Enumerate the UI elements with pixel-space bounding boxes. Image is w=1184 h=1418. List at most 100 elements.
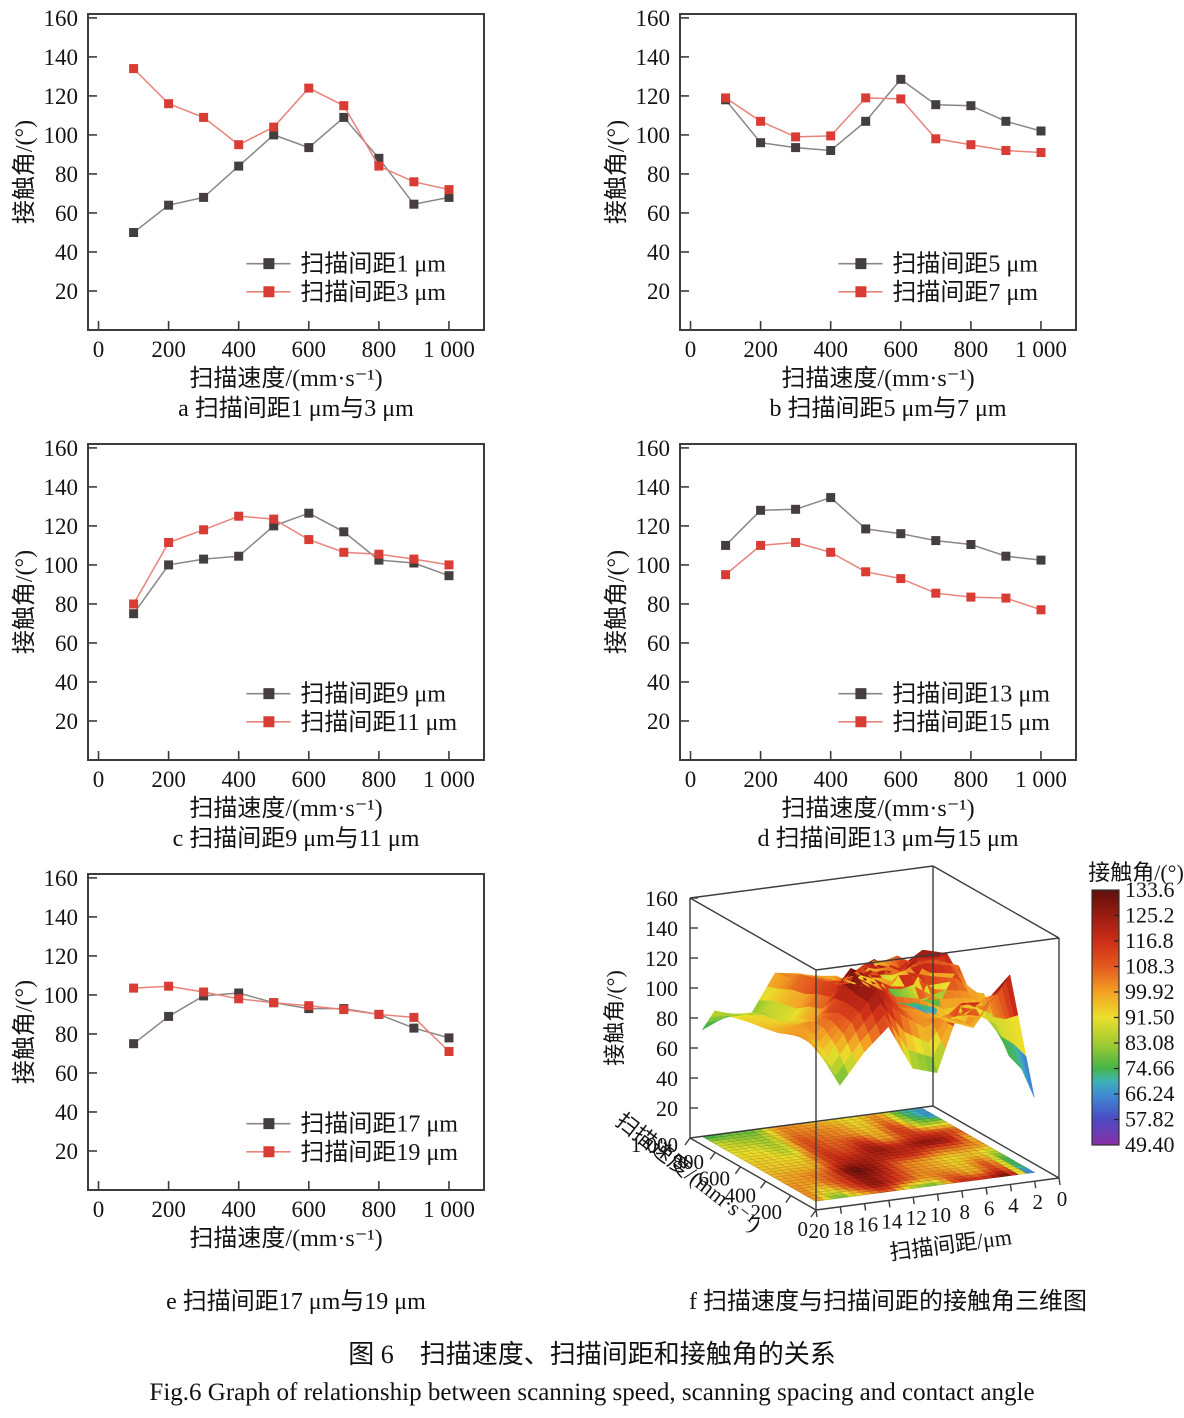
svg-text:200: 200 (743, 337, 778, 362)
caption-b: b 扫描间距5 μm与7 μm (769, 396, 1007, 422)
svg-text:120: 120 (44, 944, 79, 969)
panel-a: 0 200 400 600 800 1 000 20 40 60 80 100 120 140 160 扫描… (0, 0, 592, 430)
svg-text:125.2: 125.2 (1125, 903, 1175, 928)
svg-text:60: 60 (647, 201, 670, 226)
svg-text:扫描速度/(mm·s⁻¹): 扫描速度/(mm·s⁻¹) (781, 365, 974, 392)
svg-text:600: 600 (699, 1167, 731, 1191)
svg-text:140: 140 (636, 45, 671, 70)
svg-text:40: 40 (647, 670, 670, 695)
svg-text:800: 800 (362, 1197, 397, 1222)
chart-d: 0 200 400 600 800 1 000 20 40 60 80 100 120 140 160 扫描… (603, 436, 1077, 822)
svg-text:扫描间距9 μm: 扫描间距9 μm (300, 681, 446, 708)
svg-text:20: 20 (656, 1096, 678, 1121)
svg-text:扫描间距19 μm: 扫描间距19 μm (300, 1139, 458, 1166)
svg-text:99.92: 99.92 (1125, 979, 1175, 1004)
svg-text:120: 120 (636, 84, 671, 109)
svg-text:800: 800 (362, 337, 397, 362)
panel-f: 20 40 60 80 100 120 140 160 接触角/(°) 0 200 400 600 800… (592, 860, 1184, 1323)
svg-text:接触角/(°): 接触角/(°) (1088, 860, 1184, 885)
svg-text:14: 14 (881, 1209, 903, 1233)
svg-text:80: 80 (647, 162, 670, 187)
svg-text:0: 0 (798, 1217, 809, 1241)
svg-text:6: 6 (984, 1197, 995, 1221)
svg-text:160: 160 (636, 436, 671, 461)
panel-b: 0 200 400 600 800 1 000 20 40 60 80 100 120 140 160 扫描… (592, 0, 1184, 430)
svg-text:2: 2 (1032, 1190, 1043, 1214)
svg-text:400: 400 (725, 1183, 757, 1207)
svg-text:66.24: 66.24 (1125, 1081, 1175, 1106)
svg-text:400: 400 (813, 767, 848, 792)
svg-text:100: 100 (44, 123, 79, 148)
svg-text:120: 120 (645, 946, 678, 971)
chart-b: 0 200 400 600 800 1 000 20 40 60 80 100 120 140 160 扫描… (603, 6, 1077, 392)
svg-text:20: 20 (647, 279, 670, 304)
svg-text:80: 80 (656, 1006, 678, 1031)
caption-a: a 扫描间距1 μm与3 μm (178, 396, 414, 422)
svg-text:57.82: 57.82 (1125, 1107, 1175, 1132)
svg-text:8: 8 (960, 1200, 971, 1224)
svg-text:600: 600 (292, 1197, 327, 1222)
figure-grid: 0 200 400 600 800 1 000 20 40 60 80 100 120 140 160 扫描… (0, 0, 1184, 1323)
svg-text:20: 20 (809, 1219, 830, 1243)
svg-text:100: 100 (645, 976, 678, 1001)
svg-text:200: 200 (751, 1200, 783, 1224)
svg-text:20: 20 (55, 709, 78, 734)
panel-c: 0 200 400 600 800 1 000 20 40 60 80 100 120 140 160 扫描… (0, 430, 592, 860)
svg-text:83.08: 83.08 (1125, 1030, 1175, 1055)
svg-text:200: 200 (743, 767, 778, 792)
svg-text:400: 400 (221, 337, 256, 362)
svg-text:0: 0 (685, 767, 697, 792)
svg-text:扫描速度/(mm·s⁻¹): 扫描速度/(mm·s⁻¹) (189, 795, 382, 822)
svg-text:600: 600 (292, 767, 327, 792)
svg-text:18: 18 (833, 1216, 854, 1240)
svg-text:100: 100 (636, 123, 671, 148)
svg-text:140: 140 (44, 905, 79, 930)
svg-text:扫描间距13 μm: 扫描间距13 μm (892, 681, 1050, 708)
svg-text:接触角/(°): 接触角/(°) (11, 120, 38, 224)
caption-c: c 扫描间距9 μm与11 μm (172, 826, 420, 852)
svg-text:扫描间距1 μm: 扫描间距1 μm (300, 251, 446, 278)
svg-text:800: 800 (954, 767, 989, 792)
chart-c: 0 200 400 600 800 1 000 20 40 60 80 100 120 140 160 扫描… (11, 436, 485, 822)
svg-text:4: 4 (1008, 1193, 1019, 1217)
figure-caption-zh: 图 6 扫描速度、扫描间距和接触角的关系 (348, 1340, 836, 1369)
svg-text:1 000: 1 000 (423, 337, 475, 362)
figure-caption-en: Fig.6 Graph of relationship between scan… (149, 1379, 1035, 1406)
svg-text:扫描速度/(mm·s⁻¹): 扫描速度/(mm·s⁻¹) (189, 1225, 382, 1252)
svg-text:133.6: 133.6 (1125, 877, 1175, 902)
svg-text:80: 80 (55, 592, 78, 617)
svg-text:40: 40 (55, 670, 78, 695)
svg-text:600: 600 (884, 767, 919, 792)
panel-e: 0 200 400 600 800 1 000 20 40 60 80 100 120 140 160 扫描… (0, 860, 592, 1323)
svg-text:140: 140 (44, 45, 79, 70)
svg-text:60: 60 (55, 1061, 78, 1086)
svg-text:40: 40 (656, 1066, 678, 1091)
svg-text:1 000: 1 000 (1015, 767, 1067, 792)
figure-captions: 图 6 扫描速度、扫描间距和接触角的关系 Fig.6 Graph of rela… (0, 1323, 1184, 1411)
svg-text:扫描间距15 μm: 扫描间距15 μm (892, 709, 1050, 736)
svg-text:49.40: 49.40 (1125, 1132, 1175, 1157)
svg-text:60: 60 (55, 631, 78, 656)
svg-text:160: 160 (44, 6, 79, 31)
svg-text:60: 60 (647, 631, 670, 656)
svg-text:接触角/(°): 接触角/(°) (603, 550, 630, 654)
svg-text:400: 400 (813, 337, 848, 362)
svg-text:800: 800 (673, 1150, 705, 1174)
svg-text:1 000: 1 000 (423, 1197, 475, 1222)
chart-a: 0 200 400 600 800 1 000 20 40 60 80 100 120 140 160 扫描… (11, 6, 485, 392)
svg-text:80: 80 (55, 1022, 78, 1047)
svg-text:116.8: 116.8 (1125, 928, 1174, 953)
svg-text:扫描速度/(mm·s⁻¹): 扫描速度/(mm·s⁻¹) (611, 1108, 766, 1237)
svg-text:60: 60 (55, 201, 78, 226)
svg-text:20: 20 (55, 1139, 78, 1164)
svg-text:800: 800 (362, 767, 397, 792)
svg-text:40: 40 (647, 240, 670, 265)
caption-f: f 扫描速度与扫描间距的接触角三维图 (689, 1289, 1087, 1315)
svg-text:0: 0 (1057, 1187, 1068, 1211)
svg-text:100: 100 (636, 553, 671, 578)
svg-text:扫描间距3 μm: 扫描间距3 μm (300, 279, 446, 306)
svg-text:200: 200 (151, 1197, 186, 1222)
svg-text:扫描间距11 μm: 扫描间距11 μm (300, 709, 457, 736)
svg-text:140: 140 (636, 475, 671, 500)
svg-text:接触角/(°): 接触角/(°) (11, 980, 38, 1084)
